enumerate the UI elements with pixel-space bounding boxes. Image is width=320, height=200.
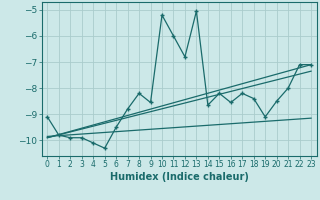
X-axis label: Humidex (Indice chaleur): Humidex (Indice chaleur) bbox=[110, 172, 249, 182]
